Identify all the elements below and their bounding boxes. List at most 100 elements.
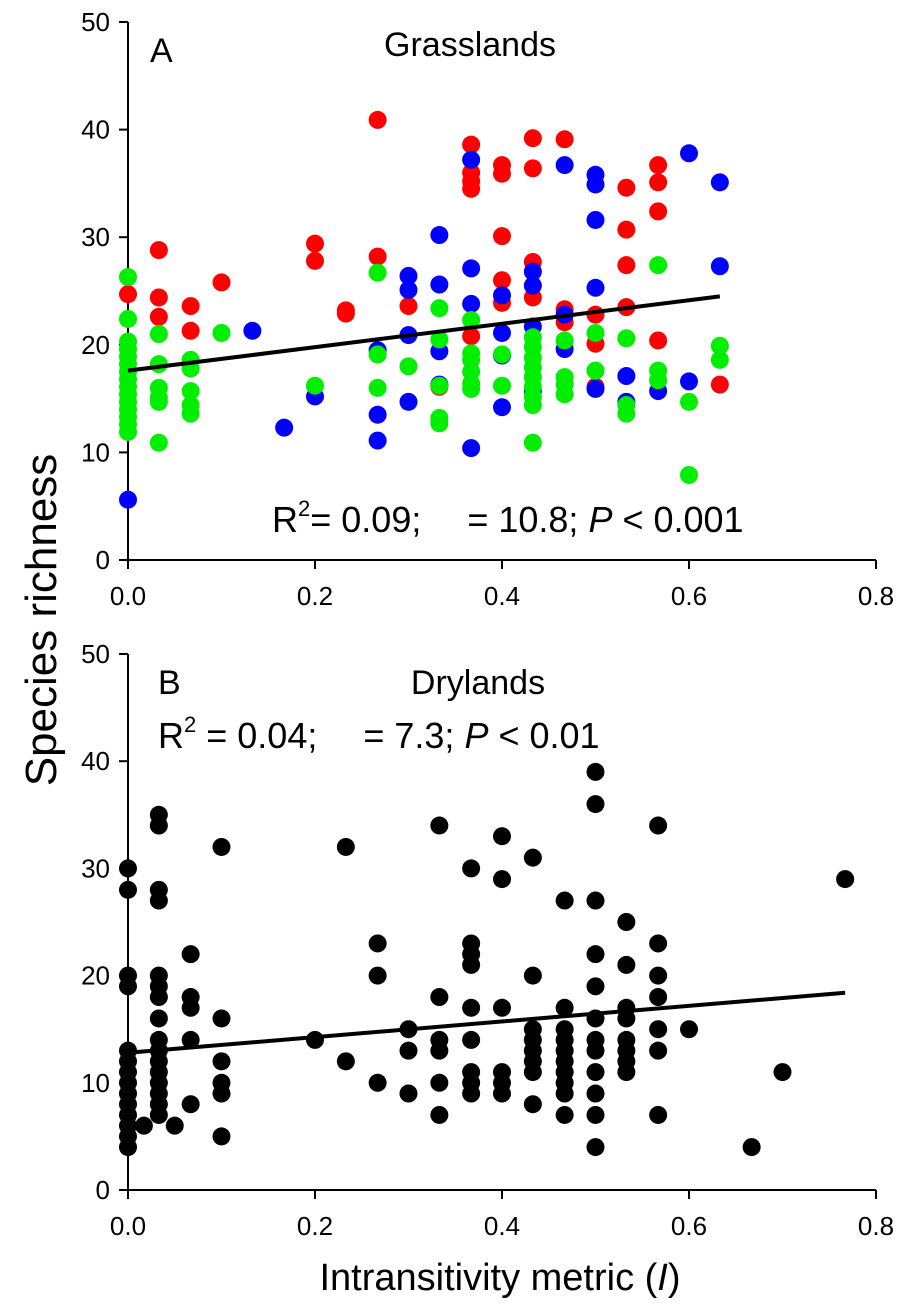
panel-b-regression-line <box>127 990 846 1055</box>
panel-b-point <box>462 1084 481 1103</box>
panel-b-point <box>181 945 200 964</box>
panel-b: 0 10 20 30 40 50 0.0 0.2 0.4 0.6 0.8 B Drylands R2… <box>81 639 894 1241</box>
panel-a-point <box>586 175 605 194</box>
panel-b-point <box>462 955 481 974</box>
panel-b-points <box>119 762 855 1157</box>
panel-b-point <box>306 1030 324 1049</box>
panel-b-point <box>212 1084 231 1103</box>
panel-a-point <box>399 392 418 411</box>
panel-a-point <box>430 299 449 318</box>
panel-a-point <box>149 392 168 411</box>
panel-a-point <box>181 297 200 316</box>
panel-b-point <box>555 891 574 910</box>
panel-b-x-tick-label: 0.8 <box>858 1211 894 1241</box>
panel-b-point <box>181 1030 200 1049</box>
panel-a-point <box>680 144 698 163</box>
panel-a-r2-prefix: R <box>272 499 298 540</box>
panel-b-point <box>523 966 542 985</box>
panel-b-y-tick-label: 30 <box>81 853 110 883</box>
panel-b-point <box>493 870 511 889</box>
panel-b-point <box>368 1073 387 1092</box>
panel-b-stat: R2 = 0.04; = 7.3; P < 0.01 <box>158 712 600 756</box>
panel-b-point <box>212 837 231 856</box>
panel-a-point <box>586 361 605 380</box>
panel-b-point <box>773 1063 792 1082</box>
x-axis-title-text: Intransitivity metric ( <box>319 1257 657 1299</box>
panel-a-letter: A <box>150 32 173 70</box>
panel-b-point <box>493 827 511 846</box>
panel-a-point <box>119 285 137 304</box>
panel-b-point <box>649 966 668 985</box>
panel-a-x-tick-label: 0.6 <box>671 581 707 611</box>
panel-b-point <box>149 891 168 910</box>
panel-a-f-value: = 10.8; <box>467 499 578 540</box>
panel-a-point <box>462 379 481 398</box>
panel-b-point <box>649 1105 668 1124</box>
panel-a-point <box>586 379 605 398</box>
panel-b-point <box>399 1084 418 1103</box>
panel-a-y-tick-label: 10 <box>81 437 110 467</box>
panel-a-point <box>212 273 231 292</box>
panel-a-r2-value: = 0.09; <box>310 499 421 540</box>
panel-a-point <box>462 179 481 198</box>
panel-b-point <box>586 795 605 814</box>
panel-b-point <box>165 1116 184 1135</box>
panel-b-point <box>149 816 168 835</box>
panel-b-point <box>212 1009 231 1028</box>
panel-a-point <box>649 256 668 275</box>
panel-a-point <box>368 247 387 266</box>
panel-a-point <box>680 465 698 484</box>
panel-a-point <box>368 378 387 397</box>
panel-a-point <box>399 280 418 299</box>
panel-b-point <box>493 998 511 1017</box>
panel-a-point <box>212 323 231 342</box>
panel-a-point <box>710 257 729 276</box>
panel-b-point <box>649 816 668 835</box>
panel-a-point <box>710 375 729 394</box>
panel-a-point <box>523 129 542 148</box>
panel-b-point <box>680 1020 698 1039</box>
panel-a-axes: 0 10 20 30 40 50 0.0 0.2 0.4 0.6 0.8 <box>81 7 894 611</box>
panel-a-point <box>399 297 418 316</box>
panel-b-point <box>742 1138 761 1157</box>
panel-a-point <box>586 278 605 297</box>
panel-b-y-tick-label: 40 <box>81 746 110 776</box>
panel-b-point <box>649 1020 668 1039</box>
panel-b-point <box>649 1041 668 1060</box>
panel-a-fit-line <box>127 294 721 373</box>
panel-b-point <box>586 1105 605 1124</box>
panel-b-point <box>586 1041 605 1060</box>
panel-b-point <box>586 945 605 964</box>
panel-b-point <box>462 859 481 878</box>
panel-b-x-tick-label: 0.0 <box>110 1211 146 1241</box>
panel-b-point <box>212 1052 231 1071</box>
panel-b-point <box>555 998 574 1017</box>
panel-b-point <box>586 1063 605 1082</box>
x-axis-title-italic: I <box>657 1257 668 1299</box>
panel-a-point <box>119 309 137 328</box>
panel-a-point <box>523 262 542 281</box>
panel-a-y-tick-label: 20 <box>81 330 110 360</box>
panel-a-point <box>149 241 168 260</box>
panel-a-x-tick-label: 0.4 <box>484 581 520 611</box>
panel-a-x-tick-label: 0.2 <box>297 581 333 611</box>
panel-a-point <box>649 371 668 390</box>
panel-a-point <box>493 398 511 417</box>
panel-b-point <box>368 934 387 953</box>
panel-a-point <box>275 418 294 437</box>
panel-b-point <box>336 837 355 856</box>
panel-a-points <box>119 110 729 509</box>
panel-a-point <box>399 266 418 285</box>
panel-a-point <box>523 396 542 415</box>
panel-b-point <box>119 977 137 996</box>
panel-a-y-tick-label: 50 <box>81 7 110 37</box>
panel-a-point <box>368 405 387 424</box>
panel-a-point <box>462 294 481 313</box>
x-axis-title: Intransitivity metric (I) <box>319 1257 680 1299</box>
panel-b-point <box>212 1127 231 1146</box>
panel-a-point <box>306 251 324 270</box>
panel-b-x-tick-label: 0.6 <box>671 1211 707 1241</box>
panel-b-letter: B <box>158 664 181 702</box>
panel-a-point <box>493 286 511 305</box>
panel-a-point <box>306 234 324 253</box>
